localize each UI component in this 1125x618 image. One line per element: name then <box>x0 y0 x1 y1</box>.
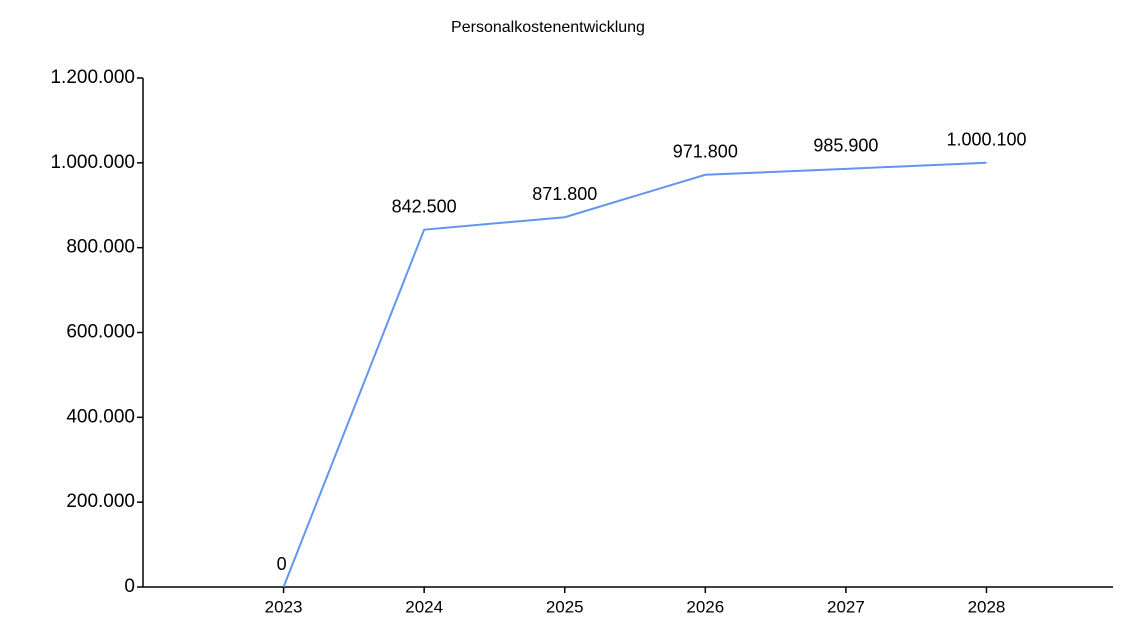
data-label: 842.500 <box>392 196 457 216</box>
data-label: 985.900 <box>813 136 878 156</box>
data-label: 971.800 <box>673 142 738 162</box>
x-tick-label: 2025 <box>546 597 584 616</box>
chart-title: Personalkostenentwicklung <box>451 19 645 36</box>
y-tick-label: 400.000 <box>66 406 135 427</box>
y-tick-label: 1.200.000 <box>50 67 135 88</box>
x-tick-label: 2028 <box>968 597 1006 616</box>
data-label: 1.000.100 <box>946 130 1026 150</box>
y-tick-label: 0 <box>124 576 135 597</box>
data-label: 871.800 <box>532 184 597 204</box>
y-tick-label: 200.000 <box>66 491 135 512</box>
x-tick-label: 2027 <box>827 597 865 616</box>
data-label: 0 <box>277 554 287 574</box>
x-tick-label: 2023 <box>265 597 303 616</box>
line-series <box>282 161 987 588</box>
y-tick-label: 600.000 <box>66 322 135 343</box>
y-tick-label: 1.000.000 <box>50 152 135 173</box>
y-tick-label: 800.000 <box>66 237 135 258</box>
x-tick-label: 2024 <box>405 597 443 616</box>
x-tick-label: 2026 <box>686 597 724 616</box>
